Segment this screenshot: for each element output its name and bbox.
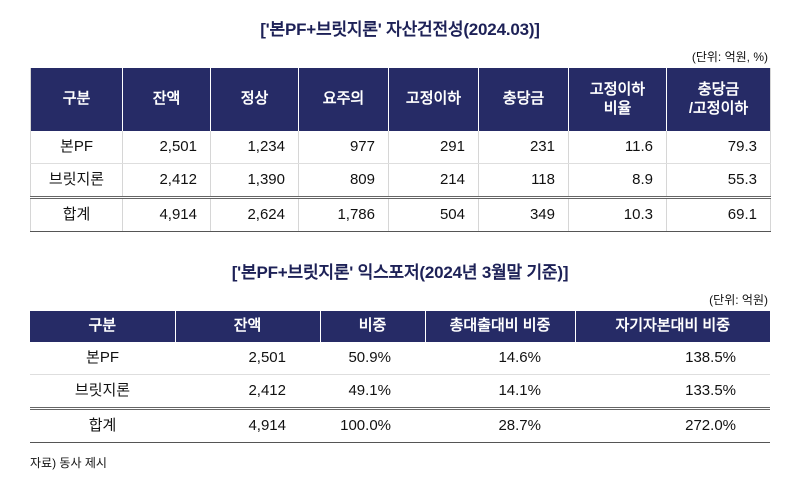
cell-value: 809 xyxy=(298,163,389,198)
table2-row-bridge: 브릿지론 2,412 49.1% 14.1% 133.5% xyxy=(30,374,770,409)
cell-value: 504 xyxy=(388,196,479,232)
cell-value: 2,412 xyxy=(175,374,320,409)
header-cell-substandard: 고정이하 xyxy=(388,68,479,131)
header-cell-balance: 잔액 xyxy=(175,311,321,342)
cell-value: 214 xyxy=(388,163,479,198)
cell-value: 118 xyxy=(478,163,569,198)
row-label: 브릿지론 xyxy=(30,374,175,409)
cell-value: 4,914 xyxy=(122,196,211,232)
header-cell-weight: 비중 xyxy=(320,311,426,342)
header-cell-watch: 요주의 xyxy=(298,68,389,131)
cell-value: 55.3 xyxy=(666,163,771,198)
cell-value: 2,501 xyxy=(175,342,320,375)
table2-unit-note: (단위: 억원) xyxy=(709,293,768,307)
header-cell-normal: 정상 xyxy=(210,68,299,131)
table1-header-row: 구분 잔액 정상 요주의 고정이하 충당금 고정이하 비율 충당금 /고정이하 xyxy=(30,68,771,131)
cell-value: 1,786 xyxy=(298,196,389,232)
cell-value: 1,390 xyxy=(210,163,299,198)
cell-value: 79.3 xyxy=(666,131,771,164)
row-label: 브릿지론 xyxy=(30,163,123,198)
header-cell-provision: 충당금 xyxy=(478,68,569,131)
cell-value: 50.9% xyxy=(320,342,425,375)
cell-value: 14.1% xyxy=(425,374,575,409)
table2-title: ['본PF+브릿지론' 익스포저(2024년 3월말 기준)] xyxy=(231,263,569,282)
table2-total-row: 합계 4,914 100.0% 28.7% 272.0% xyxy=(30,407,770,443)
table1-total-row: 합계 4,914 2,624 1,786 504 349 10.3 69.1 xyxy=(30,196,771,232)
cell-value: 2,412 xyxy=(122,163,211,198)
header-cell-loan-ratio: 총대출대비 비중 xyxy=(425,311,576,342)
table1-row-bridge: 브릿지론 2,412 1,390 809 214 118 8.9 55.3 xyxy=(30,163,771,198)
source-note: 자료) 동사 제시 xyxy=(30,456,107,470)
header-cell-gubun: 구분 xyxy=(30,68,123,131)
cell-value: 11.6 xyxy=(568,131,667,164)
cell-value: 2,624 xyxy=(210,196,299,232)
cell-value: 133.5% xyxy=(575,374,770,409)
cell-value: 2,501 xyxy=(122,131,211,164)
header-cell-equity-ratio: 자기자본대비 비중 xyxy=(575,311,770,342)
cell-value: 49.1% xyxy=(320,374,425,409)
cell-value: 10.3 xyxy=(568,196,667,232)
header-cell-gubun: 구분 xyxy=(30,311,176,342)
cell-value: 14.6% xyxy=(425,342,575,375)
cell-value: 231 xyxy=(478,131,569,164)
cell-value: 977 xyxy=(298,131,389,164)
cell-value: 272.0% xyxy=(575,407,770,443)
cell-value: 69.1 xyxy=(666,196,771,232)
cell-value: 291 xyxy=(388,131,479,164)
exposure-table: 구분 잔액 비중 총대출대비 비중 자기자본대비 비중 본PF 2,501 50… xyxy=(30,311,770,443)
row-label: 합계 xyxy=(30,407,175,443)
row-label: 본PF xyxy=(30,131,123,164)
cell-value: 100.0% xyxy=(320,407,425,443)
header-cell-coverage: 충당금 /고정이하 xyxy=(666,68,771,131)
table1-title: ['본PF+브릿지론' 자산건전성(2024.03)] xyxy=(260,20,540,39)
cell-value: 138.5% xyxy=(575,342,770,375)
cell-value: 4,914 xyxy=(175,407,320,443)
cell-value: 28.7% xyxy=(425,407,575,443)
table2-row-bonpf: 본PF 2,501 50.9% 14.6% 138.5% xyxy=(30,342,770,375)
cell-value: 8.9 xyxy=(568,163,667,198)
row-label: 합계 xyxy=(30,196,123,232)
asset-soundness-table: 구분 잔액 정상 요주의 고정이하 충당금 고정이하 비율 충당금 /고정이하 … xyxy=(30,68,771,232)
cell-value: 349 xyxy=(478,196,569,232)
table1-row-bonpf: 본PF 2,501 1,234 977 291 231 11.6 79.3 xyxy=(30,131,771,164)
header-cell-substandard-ratio: 고정이하 비율 xyxy=(568,68,667,131)
table2-header-row: 구분 잔액 비중 총대출대비 비중 자기자본대비 비중 xyxy=(30,311,770,342)
cell-value: 1,234 xyxy=(210,131,299,164)
row-label: 본PF xyxy=(30,342,175,375)
table1-unit-note: (단위: 억원, %) xyxy=(691,50,768,64)
header-cell-balance: 잔액 xyxy=(122,68,211,131)
